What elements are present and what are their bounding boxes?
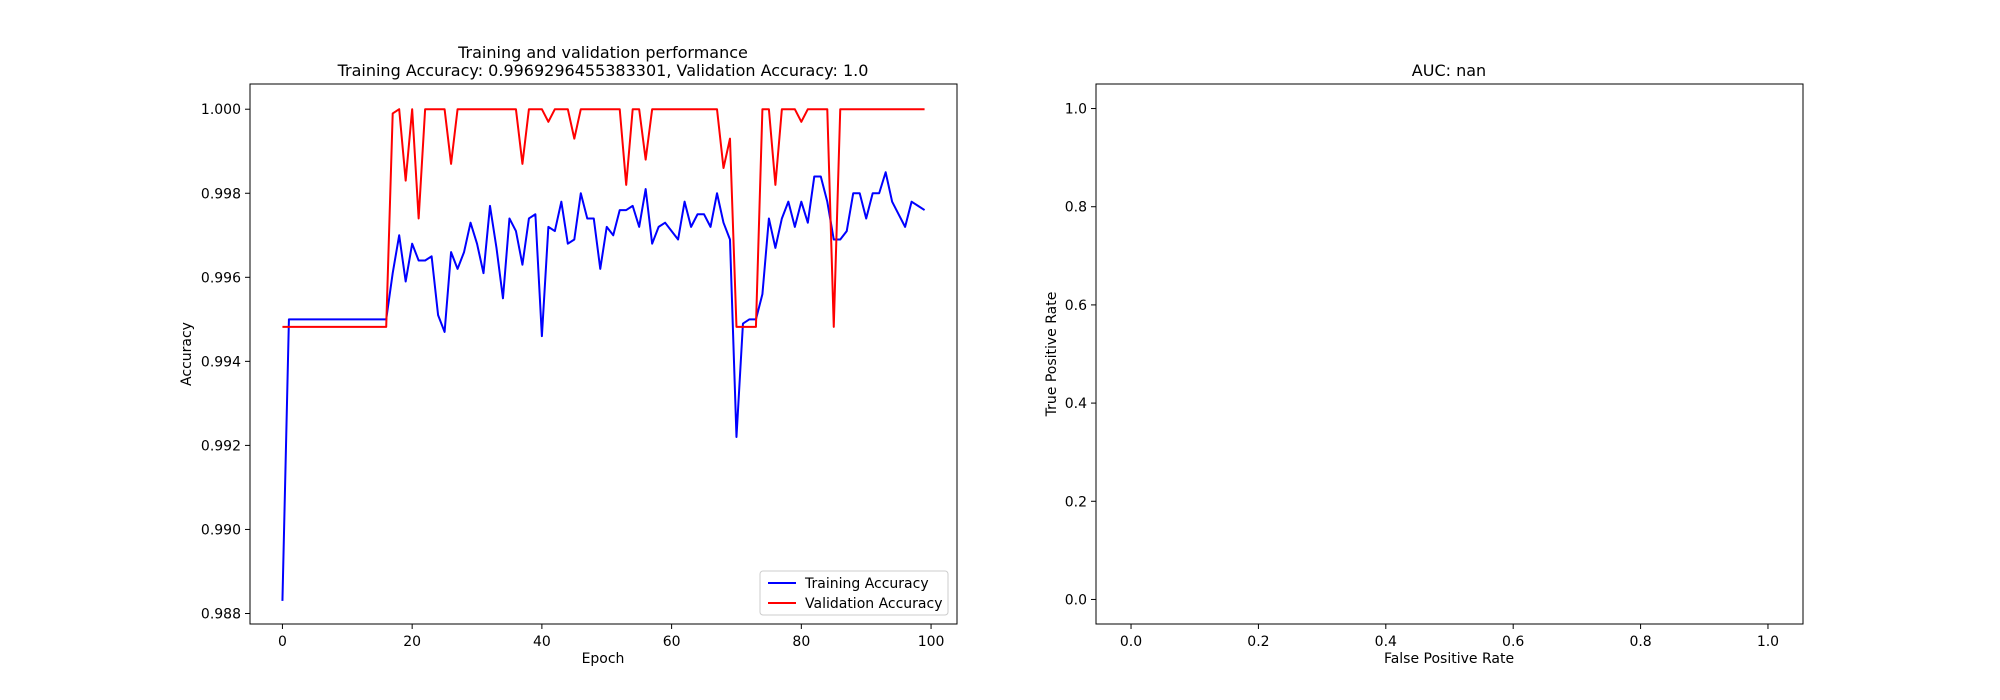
- x-tick-label: 0: [278, 634, 287, 650]
- y-axis-label: Accuracy: [179, 322, 195, 386]
- y-tick-label: 0.994: [201, 354, 241, 370]
- y-tick-label: 0.990: [201, 522, 241, 538]
- x-tick-label: 1.0: [1757, 634, 1779, 650]
- y-tick-label: 0.992: [201, 438, 241, 454]
- chart-title: Training and validation performance: [457, 43, 748, 62]
- y-tick-label: 0.996: [201, 270, 241, 286]
- plot-frame: [249, 83, 958, 625]
- y-tick-label: 0.4: [1065, 396, 1087, 412]
- y-tick-label: 1.000: [201, 102, 241, 118]
- series-line-training: [281, 171, 926, 601]
- x-axis-ticks: 0 20 40 60 80 100: [278, 624, 944, 650]
- y-tick-label: 0.998: [201, 186, 241, 202]
- plot-frame: [1095, 83, 1804, 625]
- x-tick-label: 0.8: [1629, 634, 1651, 650]
- y-tick-label: 0.2: [1065, 494, 1087, 510]
- y-tick-label: 0.988: [201, 606, 241, 622]
- x-tick-label: 20: [403, 634, 421, 650]
- y-tick-label: 0.6: [1065, 298, 1087, 314]
- x-tick-label: 60: [663, 634, 681, 650]
- y-axis-ticks: 0.0 0.2 0.4 0.6 0.8 1.0: [1065, 102, 1096, 608]
- y-tick-label: 0.8: [1065, 200, 1087, 216]
- x-tick-label: 40: [533, 634, 551, 650]
- x-axis-label: Epoch: [582, 651, 625, 667]
- legend: Training Accuracy Validation Accuracy: [759, 570, 949, 616]
- x-tick-label: 0.0: [1120, 634, 1142, 650]
- x-axis-label: False Positive Rate: [1384, 651, 1514, 667]
- x-tick-label: 0.6: [1502, 634, 1524, 650]
- x-tick-label: 80: [792, 634, 810, 650]
- x-tick-label: 100: [918, 634, 945, 650]
- legend-box: [759, 570, 949, 616]
- roc-chart: AUC: nan 0.0 0.2 0.4 0.6 0.8 1.0 0.0 0.2 0.4 0.6…: [1044, 61, 1804, 667]
- chart-subtitle: Training Accuracy: 0.9969296455383301, V…: [337, 61, 869, 80]
- y-tick-label: 0.0: [1065, 592, 1087, 608]
- x-tick-label: 0.2: [1247, 634, 1269, 650]
- legend-label-training: Training Accuracy: [804, 576, 929, 592]
- x-tick-label: 0.4: [1375, 634, 1397, 650]
- legend-label-validation: Validation Accuracy: [805, 596, 943, 612]
- plot-area: [281, 108, 926, 601]
- accuracy-chart: Training and validation performance Trai…: [179, 43, 958, 667]
- y-axis-ticks: 0.988 0.990 0.992 0.994 0.996 0.998 1.000: [201, 102, 250, 622]
- y-tick-label: 1.0: [1065, 102, 1087, 118]
- y-axis-label: True Positive Rate: [1044, 292, 1060, 418]
- chart-title: AUC: nan: [1412, 61, 1486, 80]
- x-axis-ticks: 0.0 0.2 0.4 0.6 0.8 1.0: [1120, 624, 1779, 650]
- series-line-validation: [282, 108, 925, 328]
